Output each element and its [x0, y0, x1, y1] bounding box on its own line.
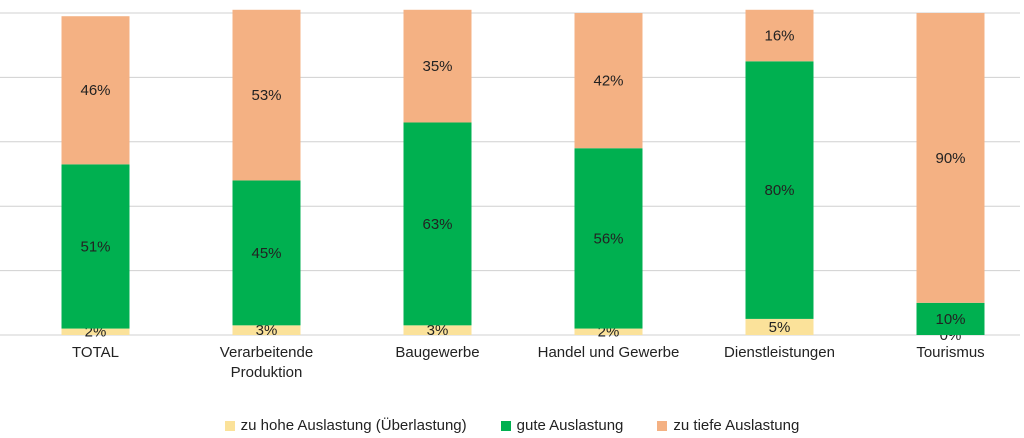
- x-tick-label: Tourismus: [916, 344, 985, 361]
- bar-segment: [916, 13, 985, 303]
- data-label: 80%: [764, 182, 794, 199]
- data-label: 3%: [427, 322, 449, 339]
- bar-segment: [61, 16, 130, 165]
- data-label: 51%: [80, 238, 110, 255]
- bar-segment: [232, 180, 301, 326]
- bar-segment: [61, 328, 130, 335]
- data-label: 90%: [935, 150, 965, 167]
- x-tick-label: Handel und Gewerbe: [537, 344, 680, 361]
- data-label: 53%: [251, 87, 281, 104]
- x-tick-label: Verarbeitende Produktion: [219, 344, 314, 381]
- bar-segment: [61, 164, 130, 329]
- bar-segment: [403, 325, 472, 335]
- bar-segment: [745, 61, 814, 319]
- bar-segment: [574, 328, 643, 335]
- x-tick-label: Dienstleistungen: [724, 344, 835, 361]
- legend-swatch: [224, 420, 235, 431]
- data-label: 42%: [593, 73, 623, 90]
- bar-segment: [745, 9, 814, 62]
- bar-segment: [574, 148, 643, 329]
- legend-item: zu tiefe Auslastung: [657, 417, 799, 434]
- bar-segment: [403, 122, 472, 326]
- bar-segment: [403, 9, 472, 123]
- data-label: 45%: [251, 245, 281, 262]
- legend-swatch: [500, 420, 511, 431]
- legend-swatch: [657, 420, 668, 431]
- data-label: 16%: [764, 28, 794, 45]
- bar-segment: [232, 325, 301, 335]
- legend-item: gute Auslastung: [500, 417, 624, 434]
- data-label: 46%: [80, 82, 110, 99]
- data-label: 63%: [422, 216, 452, 233]
- data-label: 3%: [256, 322, 278, 339]
- x-tick-label: Baugewerbe: [395, 344, 480, 361]
- legend-label: gute Auslastung: [516, 417, 624, 434]
- bar-segment: [232, 9, 301, 181]
- x-tick-label: TOTAL: [72, 344, 119, 361]
- bar-segment: [745, 318, 814, 335]
- bar-segment: [574, 13, 643, 149]
- legend-item: zu hohe Auslastung (Überlastung): [224, 417, 467, 434]
- data-label: 35%: [422, 58, 452, 75]
- legend: zu hohe Auslastung (Überlastung) gute Aus…: [0, 417, 1024, 434]
- data-label: 5%: [769, 319, 791, 336]
- legend-label: zu hohe Auslastung (Überlastung): [240, 417, 467, 434]
- bar-segment: [916, 302, 985, 335]
- data-label: 56%: [593, 230, 623, 247]
- data-label: 10%: [935, 311, 965, 328]
- legend-label: zu tiefe Auslastung: [673, 417, 800, 434]
